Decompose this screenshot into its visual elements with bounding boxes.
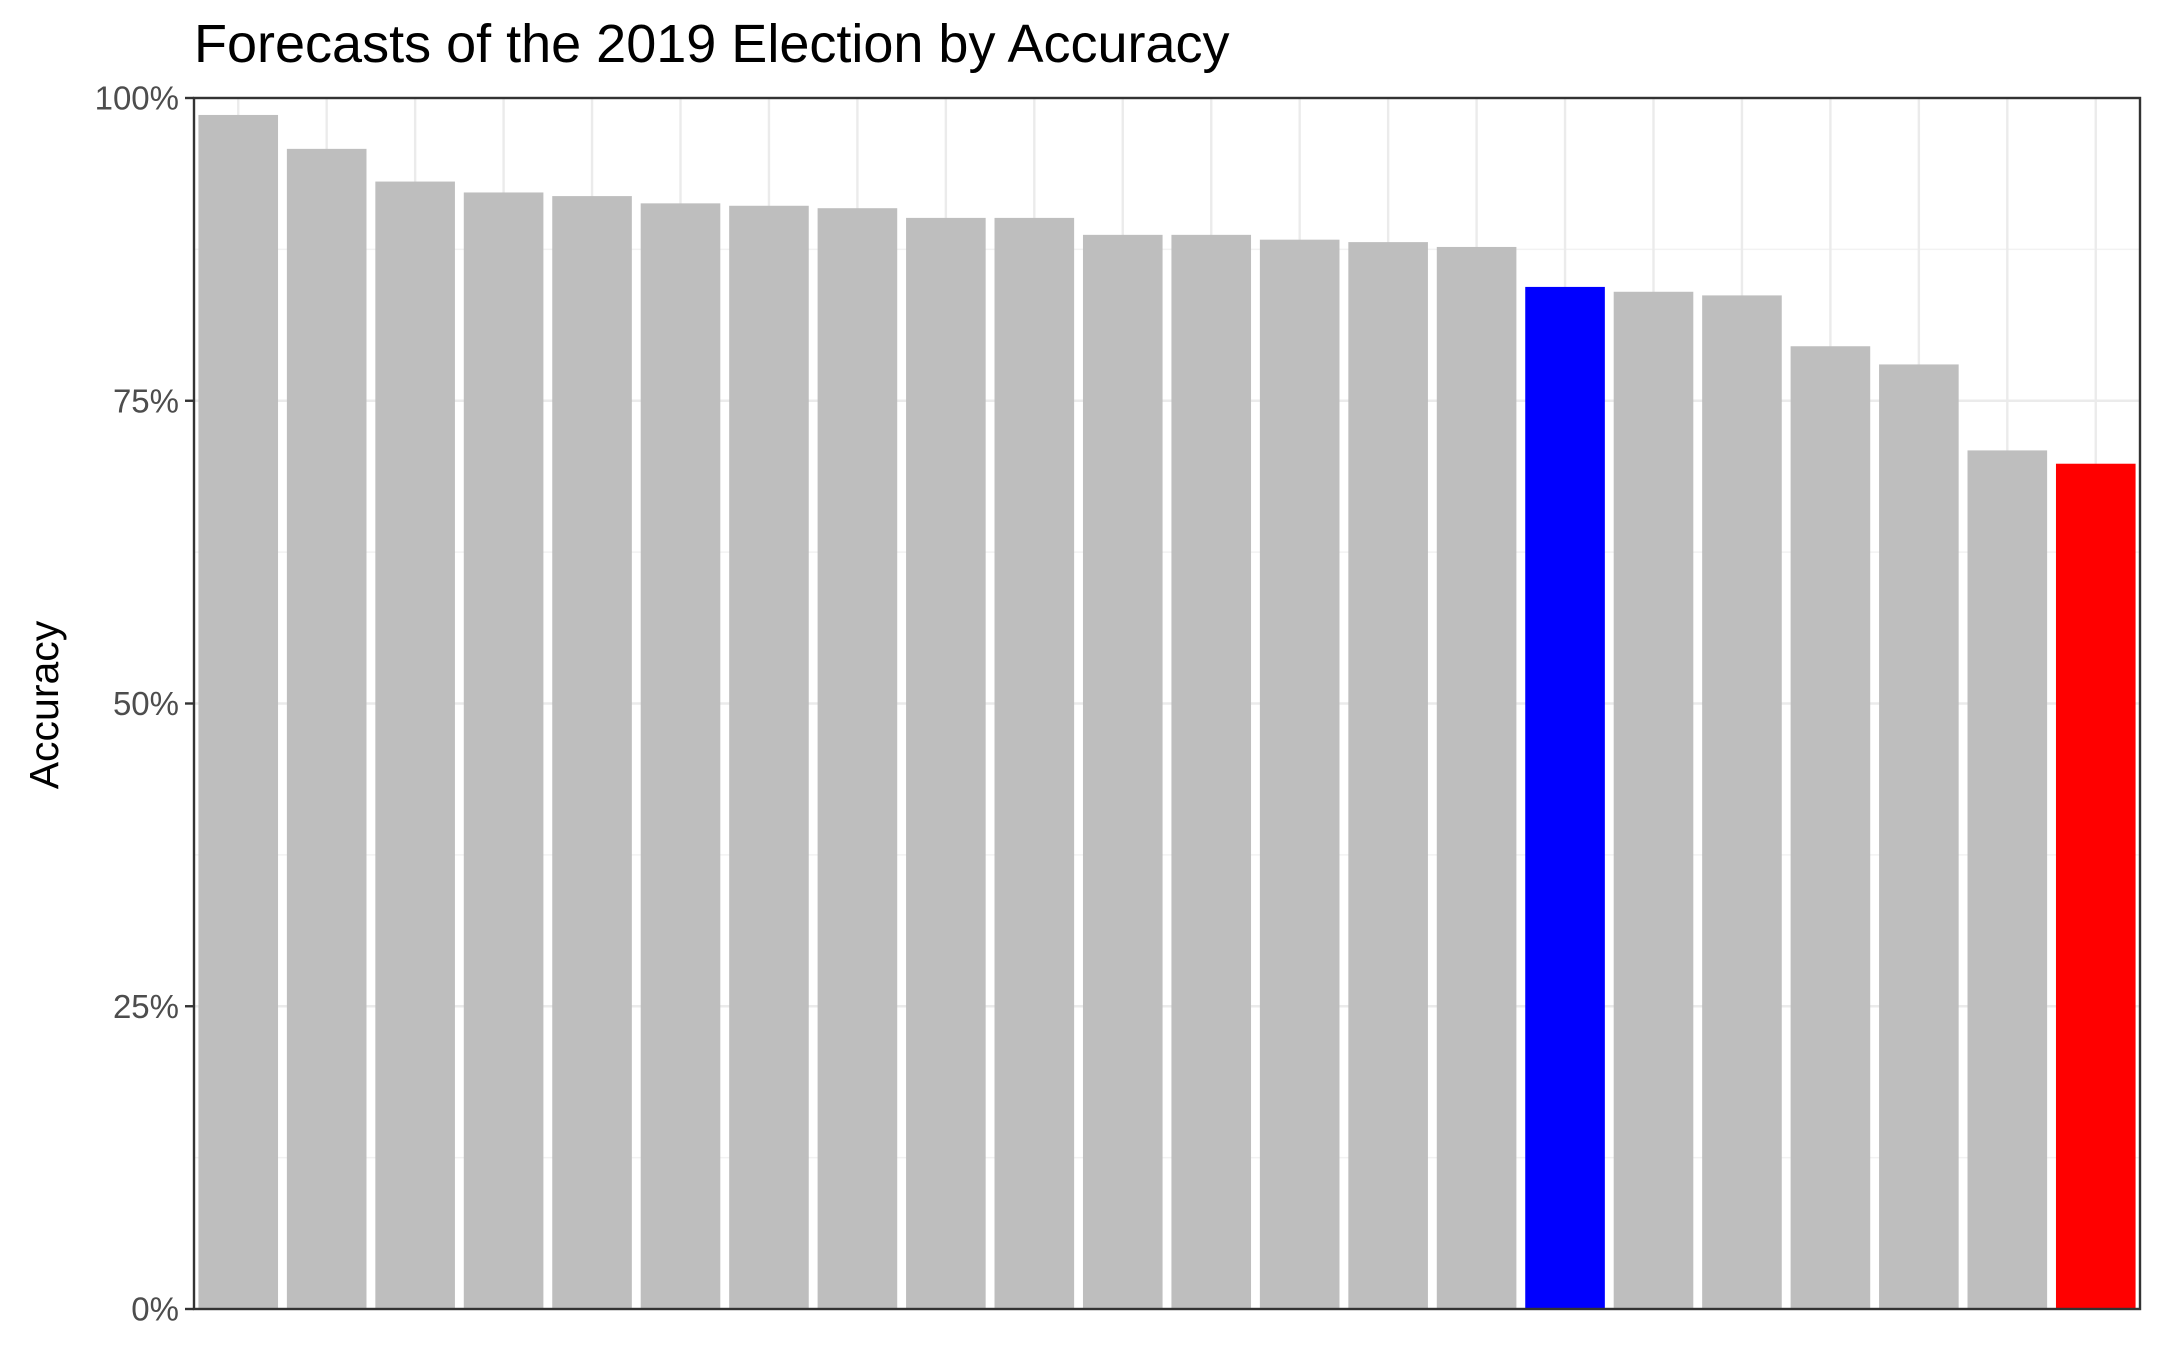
y-tick-label: 25% [113,988,179,1025]
y-tick-label: 50% [113,685,179,722]
bar-1 [198,114,279,1310]
bar-5 [552,196,632,1309]
y-axis: 0% 25% 50% 75% 100% [95,80,194,1328]
y-tick-label: 75% [113,382,179,419]
y-axis-label: Accuracy [21,620,67,789]
bar-8 [817,208,898,1309]
bar-11 [1082,234,1163,1309]
bar-14 [1348,242,1428,1309]
bar-9 [906,217,986,1309]
bar-18 [1702,295,1782,1309]
bar-15 [1436,246,1517,1309]
bar-21 [1967,450,2048,1309]
bar-2 [286,148,367,1309]
bars [198,114,2136,1310]
bar-17 [1613,291,1694,1309]
bar-20 [1879,364,1959,1309]
plot-panel-border [192,96,2142,1311]
bar-16 [1525,286,1605,1309]
bar-19 [1790,346,1871,1309]
y-tick-label: 100% [95,80,179,117]
chart-title: Forecasts of the 2019 Election by Accura… [194,14,1230,74]
bar-13 [1259,239,1340,1309]
y-tick-label: 0% [131,1291,179,1328]
bar-22 [2055,463,2136,1309]
bar-4 [463,192,544,1309]
bar-7 [729,205,809,1309]
bar-3 [375,181,455,1310]
bar-10 [994,217,1075,1309]
bar-12 [1171,234,1252,1309]
bar-6 [640,203,721,1310]
